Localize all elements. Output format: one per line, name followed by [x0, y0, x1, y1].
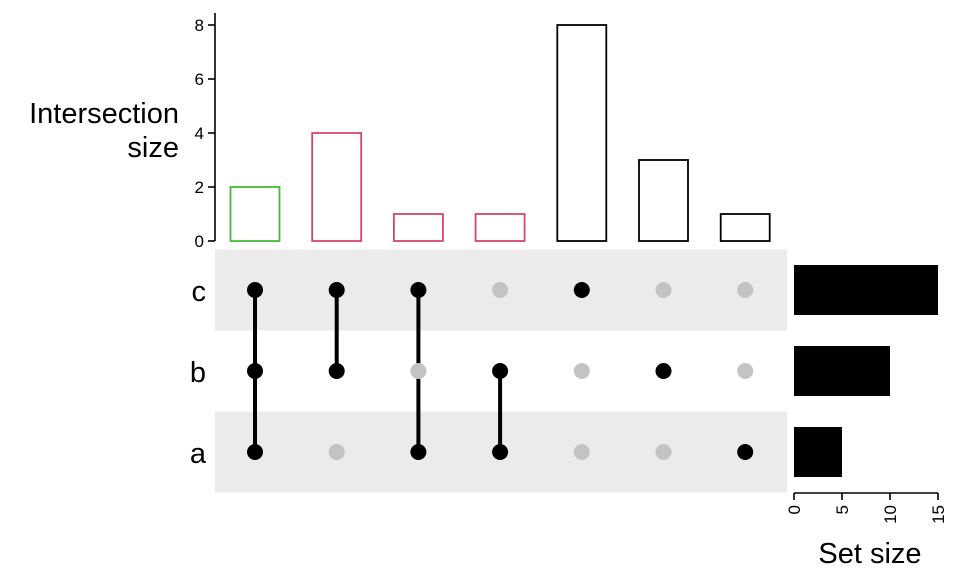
y-tick-label-8: 8 [195, 16, 204, 35]
matrix-dot-6-b [655, 363, 672, 379]
matrix-dot-3-c [410, 282, 427, 298]
intersection-bar-a-b [474, 213, 526, 242]
intersection-matrix [247, 282, 754, 460]
set-label-a: a [190, 438, 207, 470]
set-size-axis: 0 5 10 15 [785, 492, 948, 524]
matrix-dot-1-b [247, 363, 263, 379]
set-label-c: c [192, 276, 207, 308]
ylabel-line-1: Intersection [29, 98, 179, 130]
matrix-dot-1-c [247, 282, 263, 298]
set-size-tick-label-10: 10 [881, 505, 900, 524]
set-size-bar-c [794, 265, 938, 315]
matrix-dot-7-a [737, 444, 754, 460]
matrix-dot-6-c [655, 282, 672, 298]
set-size-tick-label-0: 0 [785, 505, 804, 514]
set-size-tick-label-5: 5 [833, 505, 852, 514]
intersection-bar-c [556, 24, 608, 242]
matrix-dot-5-c [573, 282, 590, 298]
intersection-size-axis-title: Intersection size [29, 98, 179, 164]
y-tick-label-6: 6 [195, 70, 204, 89]
intersection-size-axis: 0 2 4 6 8 [195, 13, 216, 251]
matrix-dot-2-a [328, 444, 345, 460]
matrix-dot-6-a [655, 444, 672, 460]
matrix-dot-4-b [492, 363, 509, 379]
matrix-dot-2-c [328, 282, 345, 298]
set-label-b: b [190, 357, 206, 389]
matrix-dot-3-b [410, 363, 427, 379]
intersection-bar-b [638, 159, 689, 242]
ylabel-line-2: size [127, 132, 179, 164]
set-size-tick-label-15: 15 [929, 505, 948, 524]
matrix-dot-7-c [737, 282, 754, 298]
set-size-axis-title: Set size [818, 538, 921, 570]
matrix-dot-4-a [492, 444, 509, 460]
intersection-bar-a [719, 213, 771, 242]
matrix-dot-5-b [573, 363, 590, 379]
matrix-dot-4-c [492, 282, 509, 298]
set-row-labels: c b a [190, 276, 207, 470]
set-size-bar-b [794, 346, 890, 396]
intersection-bars [229, 24, 771, 242]
matrix-dot-2-b [328, 363, 345, 379]
y-tick-label-4: 4 [195, 124, 204, 143]
matrix-dot-5-a [573, 444, 590, 460]
intersection-bar-a-c [392, 213, 444, 242]
y-tick-label-0: 0 [195, 232, 204, 251]
matrix-dot-3-a [410, 444, 427, 460]
set-size-bar-a [794, 427, 842, 477]
y-tick-label-2: 2 [195, 178, 204, 197]
set-size-bars [794, 265, 938, 477]
matrix-dot-7-b [737, 363, 754, 379]
intersection-bar-a-b-c [229, 186, 281, 242]
matrix-dot-1-a [247, 444, 263, 460]
intersection-bar-b-c [311, 132, 363, 242]
